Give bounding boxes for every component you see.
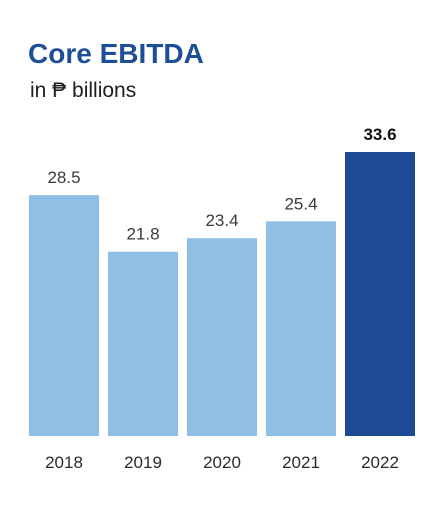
value-label-2020: 23.4 [205, 211, 238, 230]
x-tick-label-2019: 2019 [124, 453, 162, 472]
value-labels-group: 28.5 21.8 23.4 25.4 33.6 [47, 125, 396, 244]
x-tick-labels-group: 2018 2019 2020 2021 2022 [45, 453, 399, 472]
bars-group [29, 152, 415, 436]
bar-2019 [108, 251, 178, 436]
x-tick-label-2020: 2020 [203, 453, 241, 472]
chart-title: Core EBITDA [28, 38, 204, 69]
x-tick-label-2022: 2022 [361, 453, 399, 472]
value-label-2019: 21.8 [126, 225, 159, 244]
value-label-2018: 28.5 [47, 168, 80, 187]
bar-2020 [187, 238, 257, 436]
value-label-2021: 25.4 [284, 194, 317, 213]
bar-2021 [266, 221, 336, 436]
x-tick-label-2021: 2021 [282, 453, 320, 472]
chart-subtitle: in ₱ billions [30, 79, 137, 102]
value-label-2022: 33.6 [363, 125, 396, 144]
bar-2018 [29, 195, 99, 436]
x-tick-label-2018: 2018 [45, 453, 83, 472]
bar-2022 [345, 152, 415, 436]
